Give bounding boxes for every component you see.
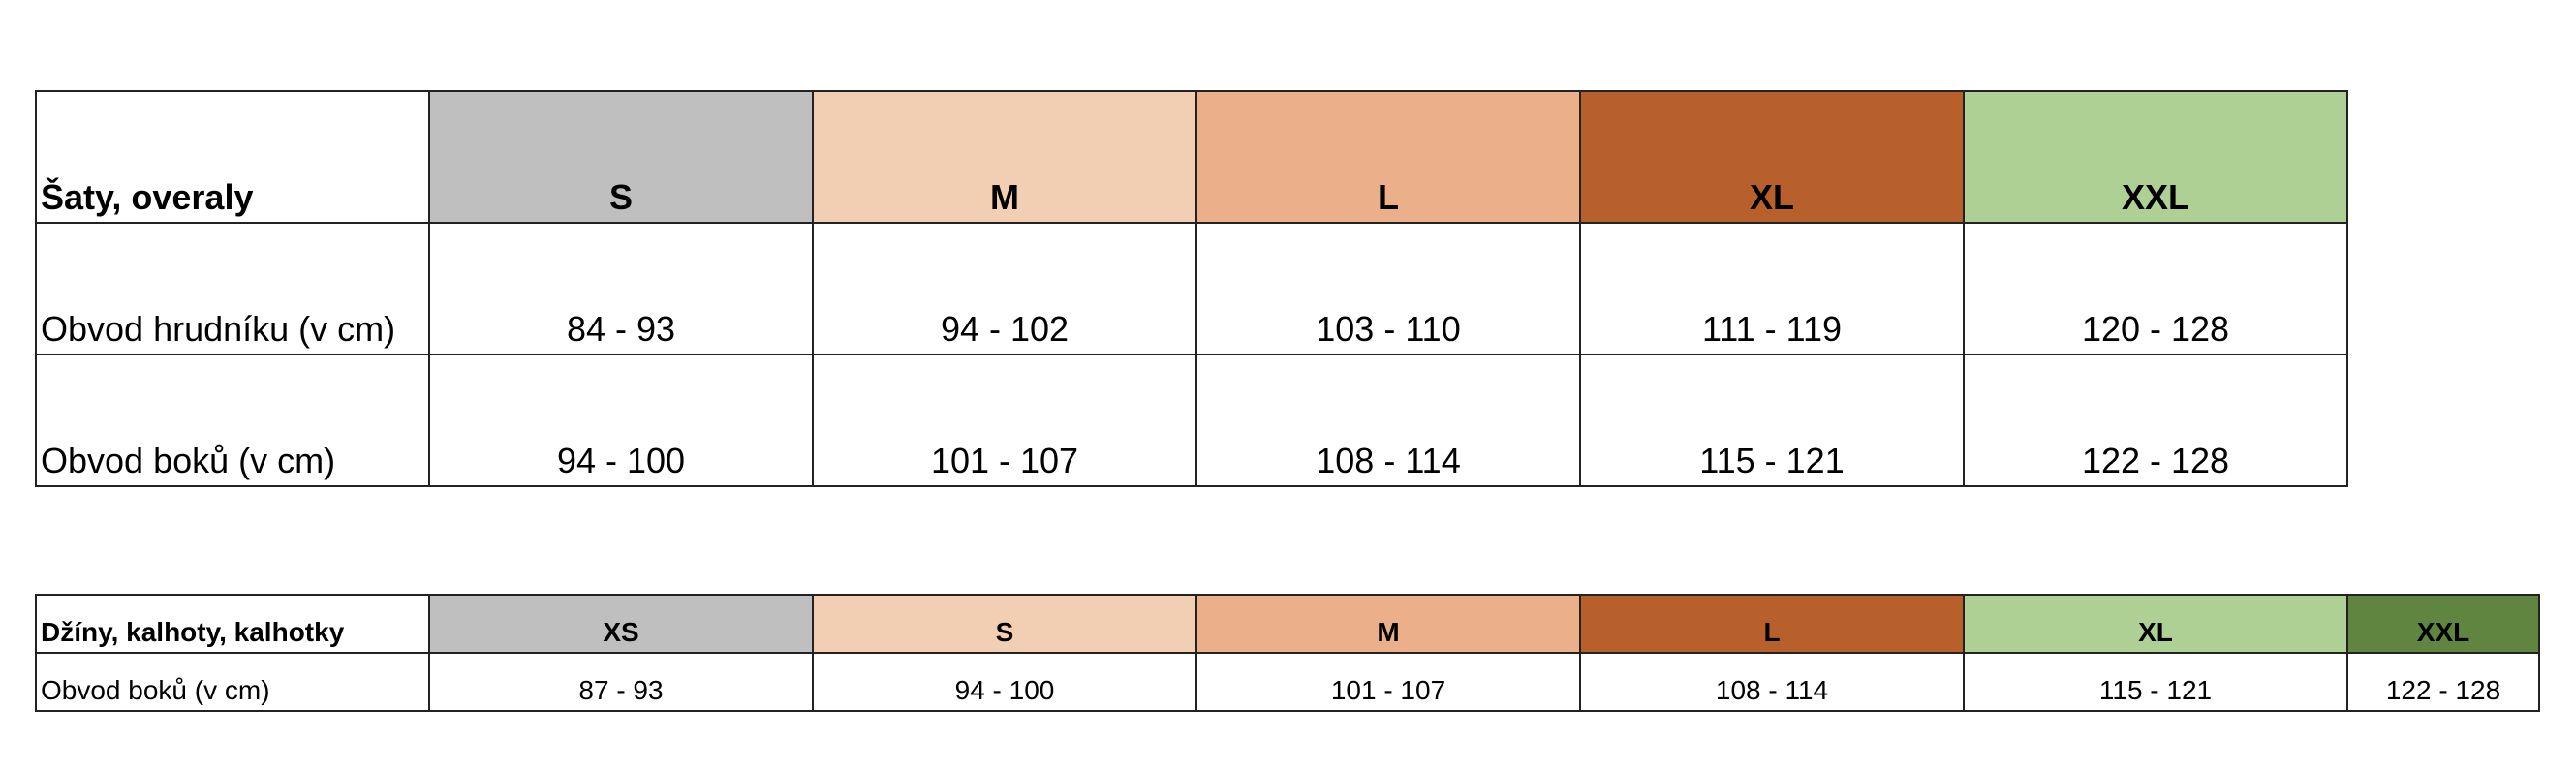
table-cell: M <box>812 90 1197 224</box>
row-label: Obvod boků (v cm) <box>35 652 430 712</box>
table-cell: 120 - 128 <box>1963 222 2348 355</box>
table-cell: M <box>1195 594 1581 654</box>
table-row: Obvod boků (v cm) 87 - 93 94 - 100 101 - 10… <box>35 652 2540 712</box>
table-cell: 115 - 121 <box>1579 354 1965 487</box>
table-cell: L <box>1579 594 1965 654</box>
table-cell: 122 - 128 <box>1963 354 2348 487</box>
table-row: Obvod boků (v cm) 94 - 100 101 - 107 108 - … <box>35 354 2348 487</box>
table-cell: 108 - 114 <box>1579 652 1965 712</box>
table-cell: XXL <box>1963 90 2348 224</box>
table-cell: 111 - 119 <box>1579 222 1965 355</box>
table-cell: 87 - 93 <box>428 652 814 712</box>
table-cell: S <box>428 90 814 224</box>
pants-size-table: Džíny, kalhoty, kalhotky XS S M L XL XXL Obvod … <box>35 594 2540 712</box>
table-cell: 101 - 107 <box>812 354 1197 487</box>
row-label: Obvod boků (v cm) <box>35 354 430 487</box>
table-cell: 101 - 107 <box>1195 652 1581 712</box>
table-cell: 94 - 100 <box>812 652 1197 712</box>
table-cell: L <box>1195 90 1581 224</box>
table-cell: XXL <box>2346 594 2540 654</box>
table-cell: 108 - 114 <box>1195 354 1581 487</box>
table-cell: XL <box>1579 90 1965 224</box>
dress-size-table: Šaty, overaly S M L XL XXL Obvod hrudníku (v c… <box>35 90 2348 487</box>
table-cell: S <box>812 594 1197 654</box>
table-cell: 84 - 93 <box>428 222 814 355</box>
row-label: Džíny, kalhoty, kalhotky <box>35 594 430 654</box>
table-cell: 94 - 102 <box>812 222 1197 355</box>
table-cell: XS <box>428 594 814 654</box>
table-row: Šaty, overaly S M L XL XXL <box>35 90 2348 224</box>
row-label: Obvod hrudníku (v cm) <box>35 222 430 355</box>
table-cell: 115 - 121 <box>1963 652 2348 712</box>
table-cell: 122 - 128 <box>2346 652 2540 712</box>
table-cell: 103 - 110 <box>1195 222 1581 355</box>
table-row: Obvod hrudníku (v cm) 84 - 93 94 - 102 103 … <box>35 222 2348 355</box>
table-cell: 94 - 100 <box>428 354 814 487</box>
table-row: Džíny, kalhoty, kalhotky XS S M L XL XXL <box>35 594 2540 654</box>
row-label: Šaty, overaly <box>35 90 430 224</box>
table-cell: XL <box>1963 594 2348 654</box>
